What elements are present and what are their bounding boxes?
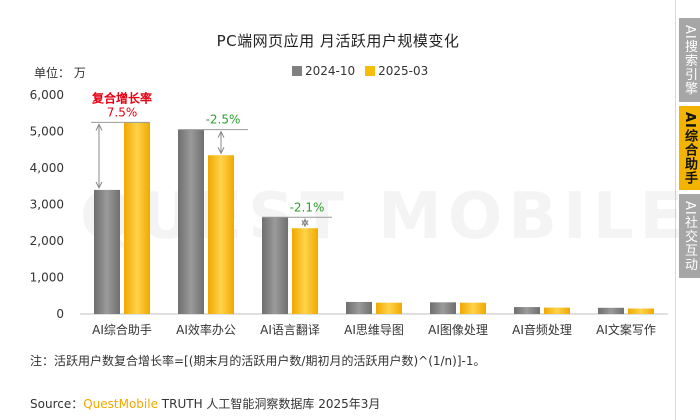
- x-tick-label: AI音频处理: [512, 322, 572, 337]
- x-tick-label: AI文案写作: [596, 322, 656, 337]
- tab-ai-search[interactable]: AI搜索引擎: [679, 18, 700, 102]
- x-tick-label: AI思维导图: [344, 323, 404, 337]
- side-tabs: AI搜索引擎 AI综合助手 AI社交互动: [679, 18, 700, 278]
- bar-2024: [262, 217, 288, 314]
- bar-2024: [178, 129, 204, 314]
- bar-2024: [430, 302, 456, 314]
- y-tick-label: 1,000: [30, 271, 64, 285]
- annotation-arrowhead: [95, 123, 103, 131]
- bar-2025: [544, 307, 570, 314]
- bar-2025: [124, 122, 150, 314]
- bar-2024: [346, 301, 372, 314]
- annotation-heading: 复合增长率: [91, 90, 152, 105]
- growth-rate-label: -2.1%: [290, 200, 325, 214]
- footnote: 注：活跃用户数复合增长率=[(期末月的活跃用户数/期初月的活跃用户数)^(1/n…: [30, 354, 486, 368]
- bar-2025: [460, 302, 486, 314]
- source-suffix: TRUTH 人工智能洞察数据库 2025年3月: [157, 397, 381, 411]
- tab-ai-assistant[interactable]: AI综合助手: [679, 106, 700, 190]
- x-tick-label: AI效率办公: [176, 322, 236, 337]
- annotation-arrowhead: [301, 218, 309, 226]
- source-brand: QuestMobile: [83, 397, 158, 411]
- bar-2024: [598, 307, 624, 314]
- legend-swatch-2025: [365, 66, 376, 76]
- bar-2025: [376, 302, 402, 314]
- chart-title: PC端网页应用 月活跃用户规模变化: [216, 32, 460, 50]
- x-tick-label: AI语言翻译: [260, 323, 320, 337]
- growth-rate-label: 7.5%: [107, 105, 138, 119]
- y-tick-label: 2,000: [30, 234, 64, 248]
- annotation-arrowhead: [95, 181, 103, 190]
- legend-item-2024: 2024-10: [292, 64, 355, 78]
- x-tick-label: AI图像处理: [428, 323, 488, 337]
- bar-2025: [628, 308, 654, 314]
- chart-frame: [675, 0, 676, 420]
- y-tick-label: 3,000: [30, 198, 64, 212]
- x-tick-label: AI综合助手: [92, 322, 152, 337]
- unit-label: 单位： 万: [34, 66, 86, 80]
- bar-2025: [292, 228, 318, 314]
- y-tick-label: 6,000: [30, 88, 64, 102]
- legend-swatch-2024: [292, 66, 302, 76]
- source-line: Source：QuestMobile TRUTH 人工智能洞察数据库 2025年…: [30, 395, 380, 412]
- bar-2025: [208, 155, 234, 314]
- annotation-arrowhead: [217, 130, 225, 138]
- y-tick-label: 0: [56, 307, 64, 321]
- annotation-arrowhead: [217, 147, 225, 155]
- legend-label-2025: 2025-03: [378, 64, 429, 78]
- legend-item-2025: 2025-03: [365, 64, 428, 78]
- bar-2024: [94, 189, 120, 314]
- growth-rate-label: -2.5%: [206, 113, 241, 127]
- bar-2024: [514, 307, 540, 314]
- bar-chart: 0 1,000 2,000 3,000 4,000 5,000 6,000 AI综合助手 AI效…: [30, 88, 668, 337]
- y-tick-label: 4,000: [30, 161, 64, 175]
- tab-ai-social[interactable]: AI社交互动: [679, 194, 700, 278]
- y-tick-label: 5,000: [30, 125, 64, 139]
- legend: 2024-10 2025-03: [292, 64, 428, 78]
- source-prefix: Source：: [30, 397, 84, 411]
- legend-label-2024: 2024-10: [305, 64, 356, 78]
